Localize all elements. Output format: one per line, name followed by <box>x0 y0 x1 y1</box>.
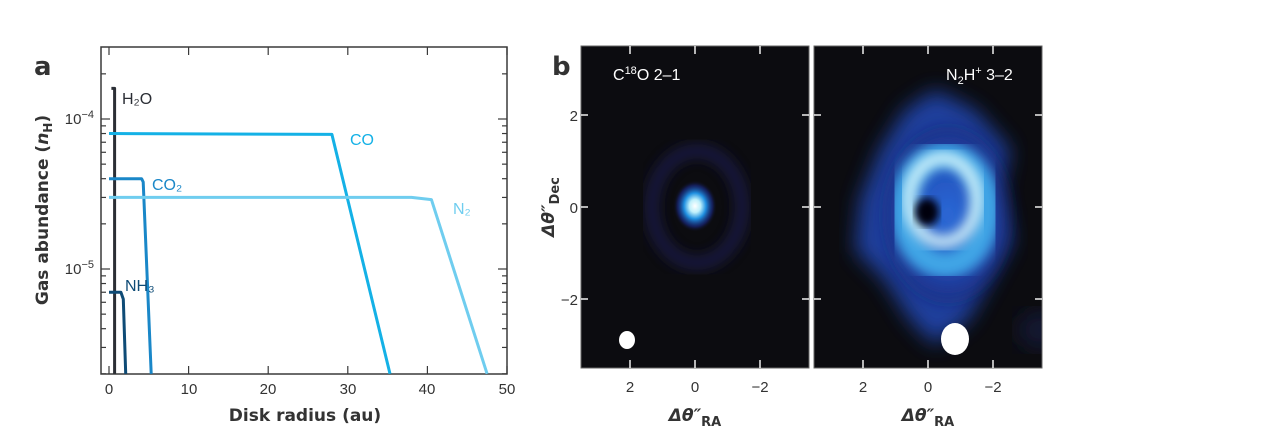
image-x-tick-labels: 2 0 −2 2 0 −2 <box>626 379 1002 396</box>
beam-ellipse <box>941 323 969 355</box>
x-axis-label: Disk radius (au) <box>229 406 381 426</box>
image-ticks <box>581 46 1042 368</box>
c18o-title: C18O 2–1 <box>613 65 681 84</box>
y-tick-label: 2 <box>570 108 578 125</box>
y-tick-label: 0 <box>570 200 578 217</box>
axis-ticks <box>101 47 508 375</box>
series-label-n2: N₂ <box>453 201 471 218</box>
x-tick-label: 30 <box>340 381 357 398</box>
series-line-4 <box>109 290 128 374</box>
c18o-x-axis-label: Δθ″RA <box>667 406 722 430</box>
y-tick-label: −2 <box>561 292 578 309</box>
c18o-emission-peak <box>673 180 717 232</box>
n2hplus-image <box>814 46 1042 368</box>
panel-label-b: b <box>552 52 571 82</box>
c18o-image <box>581 46 809 368</box>
series-lines <box>108 86 489 374</box>
series-line-0 <box>111 86 117 374</box>
x-tick-label: 2 <box>859 379 867 396</box>
x-tick-label: 20 <box>260 381 277 398</box>
x-tick-label: 2 <box>626 379 634 396</box>
y-axis-label: Gas abundance (nH) <box>33 115 55 305</box>
panel-label-a: a <box>34 52 52 82</box>
series-label-nh3: NH₃ <box>125 278 155 295</box>
series-line-3 <box>109 195 489 374</box>
x-tick-label: −2 <box>751 379 768 396</box>
x-tick-label: 50 <box>499 381 516 398</box>
image-y-tick-labels: 2 0 −2 <box>561 108 578 309</box>
n2hplus-title: N2H+ 3–2 <box>946 65 1013 87</box>
series-label-h2o: H₂O <box>122 91 152 108</box>
x-tick-labels: 0 10 20 30 40 50 <box>105 381 516 398</box>
n2hplus-x-axis-label: Δθ″RA <box>900 406 955 430</box>
series-label-co2: CO₂ <box>152 177 182 194</box>
x-tick-label: 0 <box>105 381 113 398</box>
y-tick-label: 10−5 <box>65 259 94 278</box>
plot-frame <box>100 46 508 375</box>
series-line-2 <box>109 177 153 374</box>
x-tick-label: −2 <box>984 379 1001 396</box>
beam-ellipse <box>619 331 635 349</box>
y-tick-label: 10−4 <box>65 109 94 128</box>
x-tick-label: 0 <box>691 379 699 396</box>
x-tick-label: 0 <box>924 379 932 396</box>
series-label-co: CO <box>350 132 374 149</box>
y-axis-label: Δθ″Dec <box>539 177 563 239</box>
x-tick-label: 40 <box>419 381 436 398</box>
x-tick-label: 10 <box>181 381 198 398</box>
n2hplus-central-hole <box>915 198 939 226</box>
series-line-1 <box>108 132 392 374</box>
